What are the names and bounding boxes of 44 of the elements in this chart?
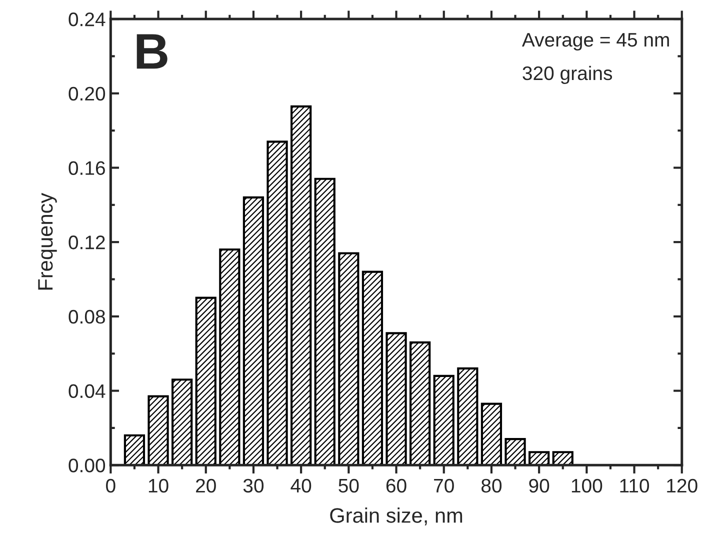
bar	[242, 196, 264, 466]
x-tick-label: 10	[148, 478, 168, 493]
bar	[266, 140, 288, 466]
x-tick-label: 70	[434, 478, 454, 493]
x-tick-label: 100	[572, 478, 602, 493]
x-tick-label: 80	[482, 478, 502, 493]
x-tick-label: 30	[243, 478, 264, 493]
x-tick-label: 50	[338, 478, 359, 493]
bar	[386, 332, 407, 466]
bar	[195, 296, 216, 466]
bar	[172, 378, 193, 466]
x-axis-title: Grain size, nm	[330, 508, 462, 526]
bar	[552, 451, 574, 466]
x-tick-label: 0	[106, 478, 116, 493]
bar	[338, 252, 360, 466]
x-tick-label: 40	[290, 478, 312, 493]
bar	[433, 374, 454, 466]
annotation: B	[136, 34, 168, 69]
bar	[290, 105, 312, 466]
bar	[504, 438, 526, 466]
x-tick-label: 90	[529, 478, 550, 493]
y-axis-title: Frequency	[38, 192, 57, 290]
x-tick-label: 60	[386, 478, 406, 493]
bar	[219, 248, 240, 466]
bar	[410, 341, 431, 466]
bar	[314, 178, 336, 466]
y-tick-label: 0.00	[68, 458, 106, 472]
annotation: 320 grains	[522, 66, 612, 84]
y-tick-label: 0.12	[68, 236, 105, 250]
bar	[124, 434, 146, 466]
x-tick-label: 20	[196, 478, 216, 493]
y-tick-label: 0.20	[68, 86, 106, 101]
x-tick-label: 120	[667, 478, 698, 493]
bar	[528, 451, 550, 466]
y-tick-label: 0.04	[68, 384, 106, 398]
bar	[457, 367, 478, 466]
annotation: Average = 45 nm	[522, 33, 669, 51]
y-tick-label: 0.08	[68, 310, 105, 324]
y-tick-label: 0.24	[68, 12, 106, 26]
x-tick-label: 110	[620, 478, 650, 493]
bar	[362, 270, 384, 466]
bar	[480, 402, 502, 466]
y-tick-label: 0.16	[68, 161, 105, 175]
bar	[148, 395, 169, 466]
